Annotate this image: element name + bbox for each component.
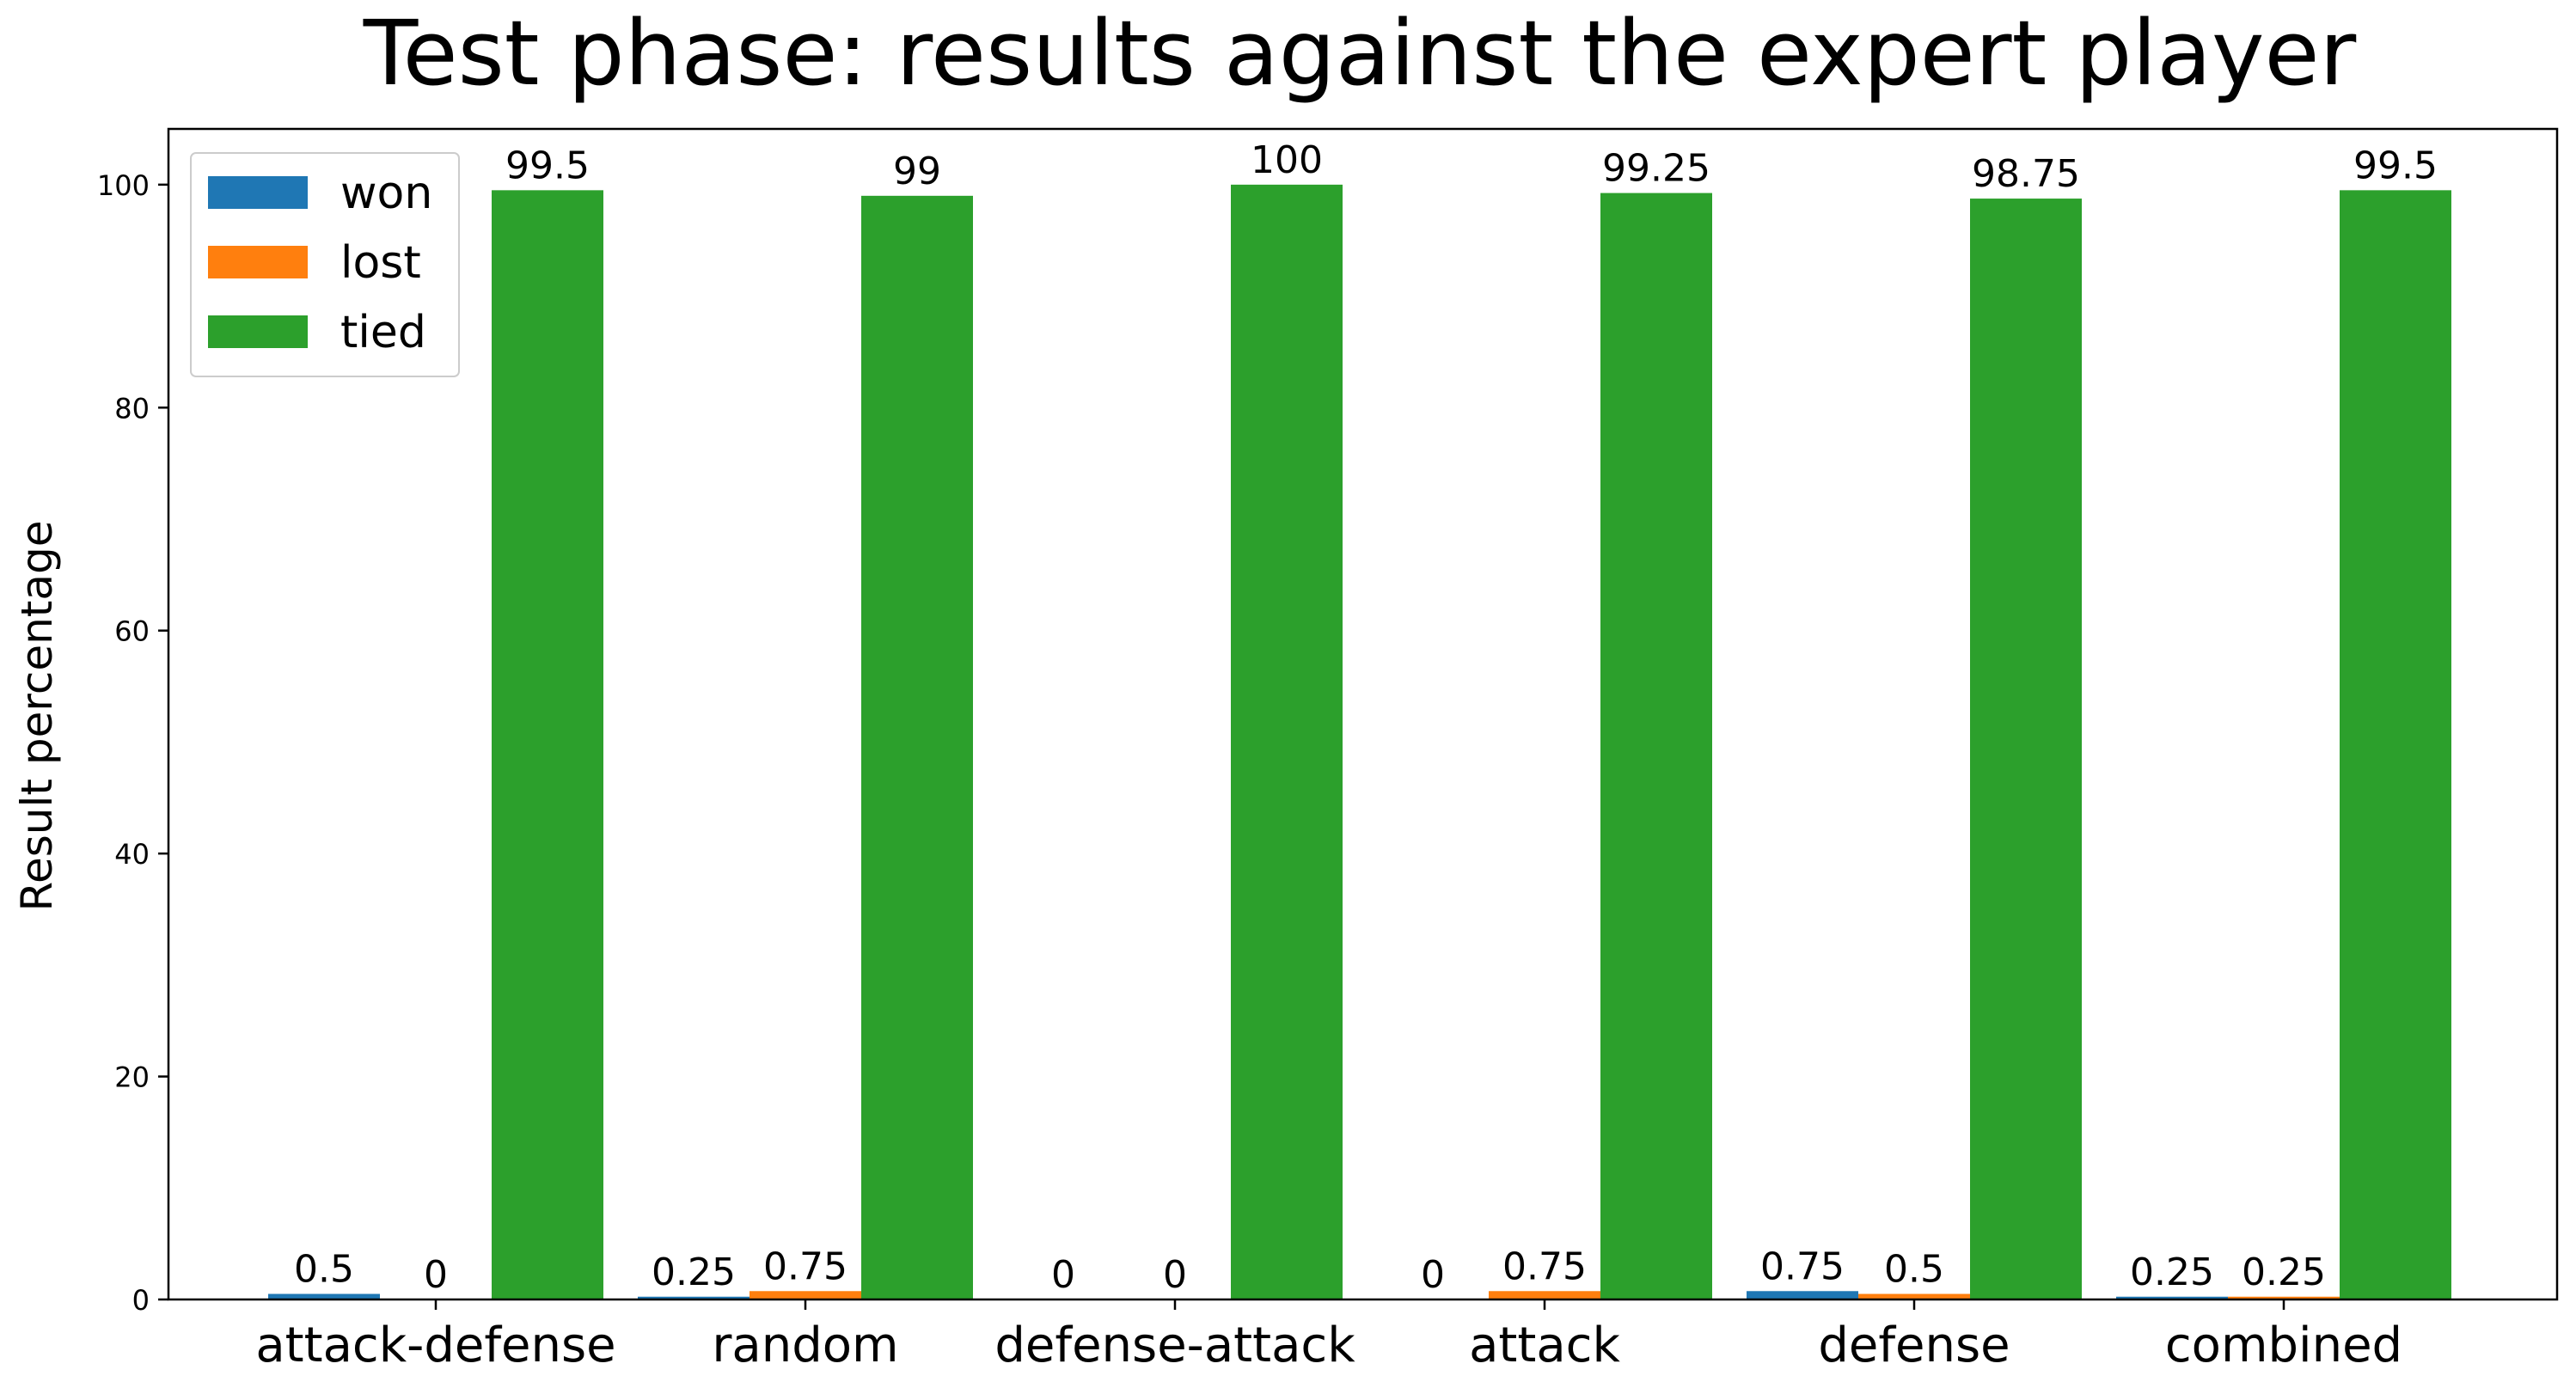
y-tick-label: 100 (97, 169, 150, 202)
bar-lost-defense (1858, 1293, 1970, 1299)
legend: won lost tied (190, 152, 460, 377)
x-tick-label-defense-attack: defense-attack (994, 1318, 1355, 1373)
legend-label-lost: lost (340, 237, 421, 289)
data-label-won-combined: 0.25 (2130, 1250, 2214, 1294)
x-tick-label-defense: defense (1818, 1318, 2010, 1373)
x-tick-label-attack: attack (1469, 1318, 1620, 1373)
y-tick-label: 40 (114, 838, 150, 871)
data-label-won-defense: 0.75 (1760, 1244, 1845, 1288)
data-label-tied-defense: 98.75 (1972, 152, 2080, 196)
series-lost: 0 0.75 0 0.75 0.5 0.25 (424, 1244, 2340, 1299)
bar-lost-attack (1489, 1291, 1600, 1299)
bar-won-defense (1747, 1291, 1858, 1299)
data-label-lost-attack: 0.75 (1502, 1244, 1587, 1288)
data-label-lost-defense: 0.5 (1884, 1248, 1944, 1292)
data-label-won-attack-defense: 0.5 (294, 1248, 354, 1292)
y-axis-label: Result percentage (12, 520, 62, 911)
data-label-tied-combined: 99.5 (2353, 144, 2438, 187)
y-tick-label: 80 (114, 392, 150, 425)
series-won: 0.5 0.25 0 0 0.75 0.25 (268, 1244, 2228, 1299)
data-label-tied-random: 99 (893, 150, 941, 193)
x-tick-label-combined: combined (2165, 1318, 2402, 1373)
bar-tied-attack-defense (492, 190, 603, 1299)
data-label-lost-combined: 0.25 (2242, 1250, 2326, 1294)
bar-lost-random (750, 1291, 861, 1299)
legend-swatch-tied (208, 315, 308, 348)
data-label-lost-defense-attack: 0 (1163, 1253, 1187, 1297)
data-label-lost-random: 0.75 (763, 1244, 847, 1288)
bar-tied-defense (1970, 199, 2082, 1300)
bar-tied-defense-attack (1231, 184, 1343, 1299)
data-label-tied-attack: 99.25 (1602, 147, 1710, 191)
bar-tied-random (861, 195, 973, 1299)
y-tick-label: 60 (114, 615, 150, 648)
x-tick-label-attack-defense: attack-defense (255, 1318, 615, 1373)
bar-won-combined (2116, 1296, 2228, 1299)
bar-won-attack-defense (268, 1293, 380, 1299)
x-tick-label-random: random (712, 1318, 898, 1373)
data-label-won-defense-attack: 0 (1051, 1253, 1075, 1297)
y-tick-label: 0 (132, 1284, 150, 1317)
legend-swatch-lost (208, 246, 308, 278)
legend-label-tied: tied (340, 307, 426, 358)
data-label-won-random: 0.25 (652, 1250, 736, 1294)
x-axis: attack-defense random defense-attack attack… (255, 1299, 2402, 1373)
plot-frame (167, 127, 2559, 1301)
bar-won-random (638, 1296, 750, 1299)
series-tied: 99.5 99 100 99.25 98.75 99.5 (492, 138, 2451, 1300)
y-axis: 0 20 40 60 80 100 (97, 169, 168, 1317)
bar-tied-combined (2340, 190, 2451, 1299)
data-label-tied-attack-defense: 99.5 (505, 144, 590, 187)
bar-lost-combined (2228, 1296, 2340, 1299)
y-tick-label: 20 (114, 1061, 150, 1094)
legend-label-won: won (340, 168, 432, 219)
data-label-tied-defense-attack: 100 (1251, 138, 1323, 182)
chart-title: Test phase: results against the expert p… (363, 1, 2357, 106)
data-label-lost-attack-defense: 0 (424, 1253, 448, 1297)
bar-tied-attack (1600, 193, 1712, 1300)
data-label-won-attack: 0 (1421, 1253, 1445, 1297)
legend-swatch-won (208, 176, 308, 209)
